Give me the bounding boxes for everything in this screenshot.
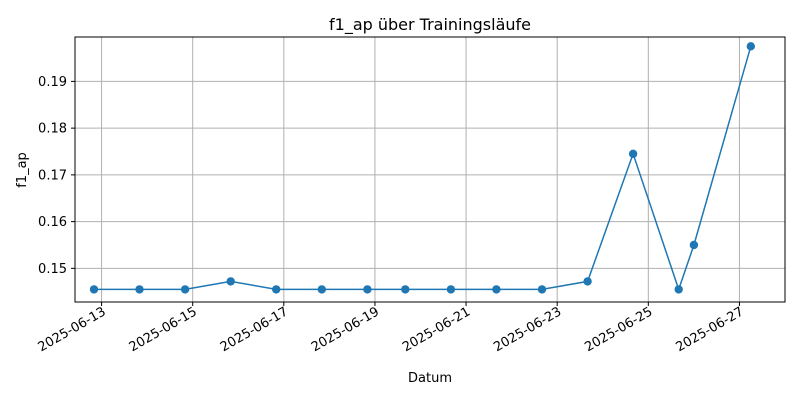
x-tick-label: 2025-06-15 (127, 304, 200, 355)
grid (75, 37, 785, 302)
data-point (180, 285, 190, 294)
series-line-layer (94, 46, 752, 292)
series-line (94, 46, 752, 292)
data-point (363, 285, 372, 294)
y-axis-ticks: 0.15 0.16 0.17 0.18 0.19 (38, 75, 75, 277)
data-point (746, 42, 755, 51)
data-point (135, 285, 144, 294)
data-point (628, 149, 638, 158)
y-tick-label: 0.19 (38, 75, 67, 90)
data-point (226, 277, 235, 286)
data-point (89, 285, 99, 294)
data-point (689, 240, 699, 250)
x-tick-label: 2025-06-19 (309, 304, 382, 355)
y-tick-label: 0.16 (38, 215, 67, 230)
x-axis-label: Datum (408, 371, 452, 386)
data-point (674, 285, 683, 294)
x-tick-label: 2025-06-23 (491, 304, 564, 355)
data-point (492, 285, 501, 294)
x-tick-label: 2025-06-13 (36, 304, 109, 355)
x-tick-label: 2025-06-21 (400, 304, 473, 355)
y-tick-label: 0.17 (38, 168, 67, 183)
y-tick-label: 0.18 (38, 122, 67, 137)
data-points (89, 42, 755, 294)
data-point (537, 285, 547, 294)
data-point (317, 285, 326, 294)
x-tick-label: 2025-06-17 (218, 304, 291, 355)
chart-title: f1_ap über Trainingsläufe (329, 15, 531, 35)
data-point (272, 285, 281, 294)
x-tick-label: 2025-06-27 (673, 304, 746, 355)
data-point (401, 285, 410, 294)
x-tick-label: 2025-06-25 (582, 304, 655, 355)
plot-frame (74, 36, 786, 303)
data-point (583, 277, 592, 286)
x-axis-ticks: 2025-06-13 2025-06-15 2025-06-17 2025-06-19… (36, 302, 746, 355)
data-point (446, 285, 456, 294)
y-tick-label: 0.15 (38, 262, 67, 277)
y-axis-label: f1_ap (15, 152, 30, 188)
